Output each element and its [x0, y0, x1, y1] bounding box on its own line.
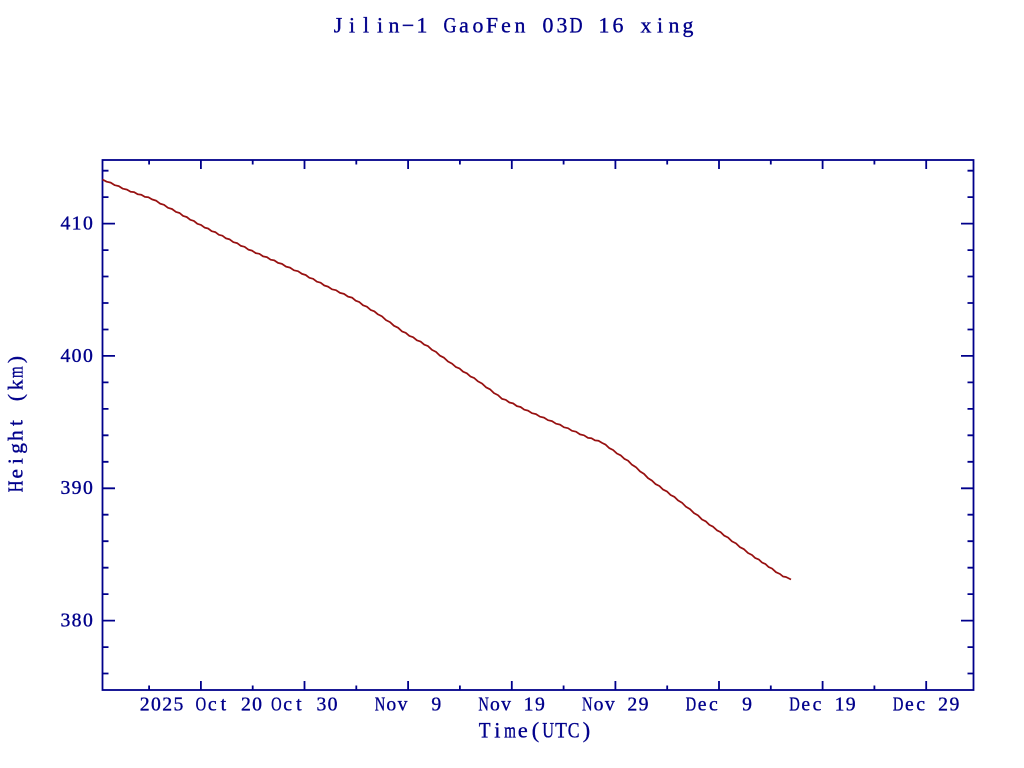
svg-text:m: m — [504, 718, 516, 743]
svg-text:ct30: ct30 — [283, 693, 337, 715]
svg-text:O: O — [271, 693, 282, 715]
svg-text:380: 380 — [60, 609, 93, 631]
svg-text:ec9: ec9 — [698, 693, 752, 715]
svg-text:410: 410 — [60, 213, 93, 235]
svg-text:N: N — [478, 693, 489, 715]
svg-text:T: T — [555, 718, 567, 743]
svg-text:ec19: ec19 — [801, 693, 855, 715]
svg-text:390: 390 — [60, 477, 93, 499]
svg-text:D: D — [893, 693, 904, 715]
svg-text:D: D — [570, 13, 583, 37]
svg-text:m: m — [4, 366, 28, 378]
svg-text:T: T — [479, 718, 491, 743]
svg-text:Jilin−1aoFen0316xing: Jilin−1aoFen0316xing — [334, 13, 694, 37]
svg-text:ov19: ov19 — [490, 693, 545, 715]
svg-text:ov29: ov29 — [594, 693, 649, 715]
svg-text:C: C — [568, 718, 580, 743]
svg-text:ov9: ov9 — [386, 693, 441, 715]
svg-text:H: H — [4, 481, 28, 493]
svg-text:U: U — [542, 718, 554, 743]
svg-text:N: N — [375, 693, 386, 715]
svg-text:N: N — [582, 693, 593, 715]
svg-text:D: D — [789, 693, 800, 715]
svg-text:D: D — [686, 693, 697, 715]
svg-text:ec29: ec29 — [905, 693, 959, 715]
svg-text:O: O — [196, 693, 207, 715]
svg-text:G: G — [444, 13, 457, 37]
svg-text:400: 400 — [60, 345, 93, 367]
